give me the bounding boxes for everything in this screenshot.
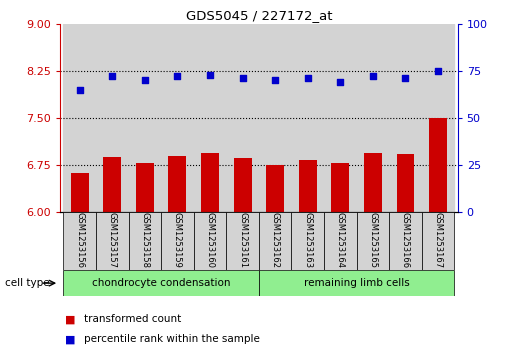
Bar bbox=[226, 212, 259, 270]
Point bbox=[173, 74, 181, 79]
Bar bbox=[63, 212, 96, 270]
Bar bbox=[259, 212, 291, 270]
Point bbox=[75, 87, 84, 93]
Bar bbox=[291, 24, 324, 212]
Bar bbox=[96, 24, 129, 212]
Bar bbox=[324, 24, 357, 212]
Bar bbox=[291, 212, 324, 270]
Bar bbox=[161, 24, 194, 212]
Bar bbox=[357, 212, 389, 270]
Text: ■: ■ bbox=[65, 334, 76, 344]
Bar bbox=[389, 212, 422, 270]
Bar bbox=[71, 173, 89, 212]
Point bbox=[336, 79, 345, 85]
Point bbox=[369, 74, 377, 79]
Bar bbox=[104, 157, 121, 212]
Text: GSM1253162: GSM1253162 bbox=[271, 212, 280, 268]
Bar bbox=[259, 270, 454, 296]
Text: percentile rank within the sample: percentile rank within the sample bbox=[84, 334, 259, 344]
Text: transformed count: transformed count bbox=[84, 314, 181, 325]
Point bbox=[434, 68, 442, 74]
Point bbox=[141, 77, 149, 83]
Bar bbox=[389, 24, 422, 212]
Bar bbox=[364, 152, 382, 212]
Text: GSM1253160: GSM1253160 bbox=[206, 212, 214, 268]
Text: chondrocyte condensation: chondrocyte condensation bbox=[92, 278, 231, 288]
Text: GSM1253166: GSM1253166 bbox=[401, 212, 410, 268]
Text: GSM1253163: GSM1253163 bbox=[303, 212, 312, 268]
Point bbox=[206, 72, 214, 77]
Text: GSM1253159: GSM1253159 bbox=[173, 212, 182, 268]
Text: GDS5045 / 227172_at: GDS5045 / 227172_at bbox=[186, 9, 332, 22]
Bar bbox=[136, 163, 154, 212]
Text: remaining limb cells: remaining limb cells bbox=[304, 278, 410, 288]
Bar bbox=[422, 212, 454, 270]
Text: GSM1253164: GSM1253164 bbox=[336, 212, 345, 268]
Bar bbox=[299, 160, 317, 212]
Bar bbox=[357, 24, 389, 212]
Bar bbox=[396, 155, 414, 212]
Text: ■: ■ bbox=[65, 314, 76, 325]
Bar bbox=[324, 212, 357, 270]
Text: GSM1253161: GSM1253161 bbox=[238, 212, 247, 268]
Point bbox=[108, 74, 117, 79]
Point bbox=[303, 76, 312, 81]
Bar bbox=[129, 212, 161, 270]
Text: GSM1253158: GSM1253158 bbox=[140, 212, 150, 268]
Bar bbox=[129, 24, 161, 212]
Bar bbox=[259, 24, 291, 212]
Bar bbox=[429, 118, 447, 212]
Bar bbox=[63, 24, 96, 212]
Bar bbox=[161, 212, 194, 270]
Text: GSM1253157: GSM1253157 bbox=[108, 212, 117, 268]
Text: GSM1253167: GSM1253167 bbox=[434, 212, 442, 268]
Bar bbox=[234, 158, 252, 212]
Bar bbox=[422, 24, 454, 212]
Bar bbox=[201, 152, 219, 212]
Bar bbox=[226, 24, 259, 212]
Bar bbox=[96, 212, 129, 270]
Text: cell type: cell type bbox=[5, 278, 50, 288]
Bar bbox=[194, 24, 226, 212]
Point bbox=[271, 77, 279, 83]
Text: GSM1253165: GSM1253165 bbox=[368, 212, 378, 268]
Bar bbox=[63, 270, 259, 296]
Bar bbox=[266, 164, 284, 212]
Text: GSM1253156: GSM1253156 bbox=[75, 212, 84, 268]
Bar bbox=[194, 212, 226, 270]
Point bbox=[401, 76, 410, 81]
Bar bbox=[332, 163, 349, 212]
Bar bbox=[168, 156, 186, 212]
Point bbox=[238, 76, 247, 81]
